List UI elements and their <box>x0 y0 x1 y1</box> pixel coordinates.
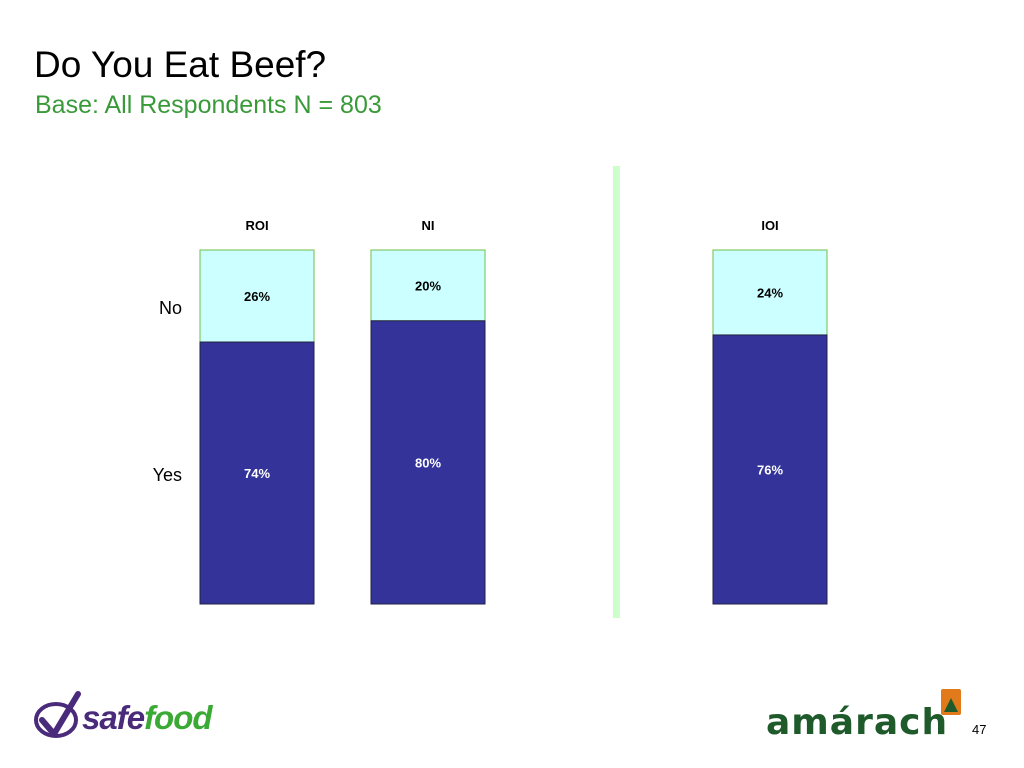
slide-subtitle: Base: All Respondents N = 803 <box>35 91 382 119</box>
bar-segment-yes-roi <box>199 341 315 605</box>
amarach-logo-icon <box>941 689 961 715</box>
safefood-logo-icon <box>34 691 81 738</box>
column-label-ni: NI <box>422 218 435 233</box>
data-label-no-roi: 26% <box>244 289 270 304</box>
amarach-wordmark: amárach <box>766 702 949 743</box>
bar-segment-no-ni <box>370 249 486 322</box>
column-divider <box>613 166 620 618</box>
column-label-roi: ROI <box>245 218 268 233</box>
data-label-yes-roi: 74% <box>244 466 270 481</box>
safefood-wordmark: safefood <box>82 699 213 737</box>
bar-segment-yes-ni <box>370 320 486 605</box>
slide-title: Do You Eat Beef? <box>34 44 327 85</box>
page-number: 47 <box>972 722 987 737</box>
bar-segment-yes-ioi <box>712 334 828 605</box>
safefood-wordmark-safe: safe <box>82 699 145 736</box>
column-label-ioi: IOI <box>761 218 778 233</box>
bar-segment-no-ioi <box>712 249 828 336</box>
safefood-wordmark-food: food <box>144 699 212 736</box>
data-label-no-ni: 20% <box>415 278 441 293</box>
data-label-yes-ioi: 76% <box>757 462 783 477</box>
row-label-yes: Yes <box>153 465 182 485</box>
data-label-yes-ni: 80% <box>415 455 441 470</box>
row-label-no: No <box>159 298 182 318</box>
data-label-no-ioi: 24% <box>757 285 783 300</box>
